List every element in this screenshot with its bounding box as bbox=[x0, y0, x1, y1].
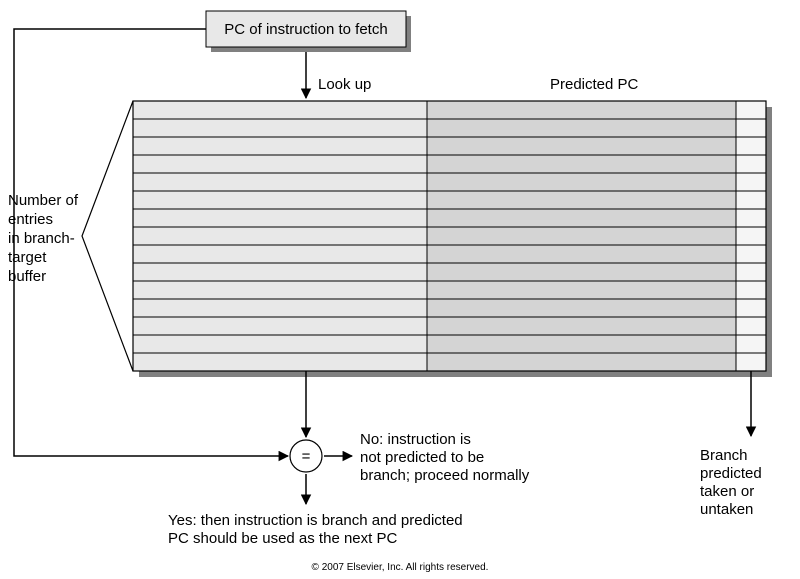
copyright-label: © 2007 Elsevier, Inc. All rights reserve… bbox=[312, 562, 489, 573]
no-label-line: not predicted to be bbox=[360, 449, 484, 466]
entries-label-line: Number of bbox=[8, 192, 79, 209]
yes-label-line: Yes: then instruction is branch and pred… bbox=[168, 512, 463, 529]
btb-col-predicted bbox=[427, 101, 736, 371]
predicted-pc-label: Predicted PC bbox=[550, 76, 639, 93]
branch-label-line: predicted bbox=[700, 465, 762, 482]
branch-label-line: untaken bbox=[700, 501, 753, 518]
branch-label-line: Branch bbox=[700, 447, 748, 464]
entries-label-line: entries bbox=[8, 211, 53, 228]
lookup-label: Look up bbox=[318, 76, 371, 93]
no-label-line: No: instruction is bbox=[360, 431, 471, 448]
pc-box-label: PC of instruction to fetch bbox=[224, 21, 387, 38]
entries-label-line: target bbox=[8, 249, 47, 266]
no-label-line: branch; proceed normally bbox=[360, 467, 530, 484]
btb-col-pc bbox=[133, 101, 427, 371]
entries-label-line: buffer bbox=[8, 268, 46, 285]
comparator-label: = bbox=[302, 448, 311, 465]
branch-label-line: taken or bbox=[700, 483, 754, 500]
entries-label-line: in branch- bbox=[8, 230, 75, 247]
yes-label-line: PC should be used as the next PC bbox=[168, 530, 397, 547]
entries-bracket bbox=[82, 101, 133, 371]
btb-col-flag bbox=[736, 101, 766, 371]
